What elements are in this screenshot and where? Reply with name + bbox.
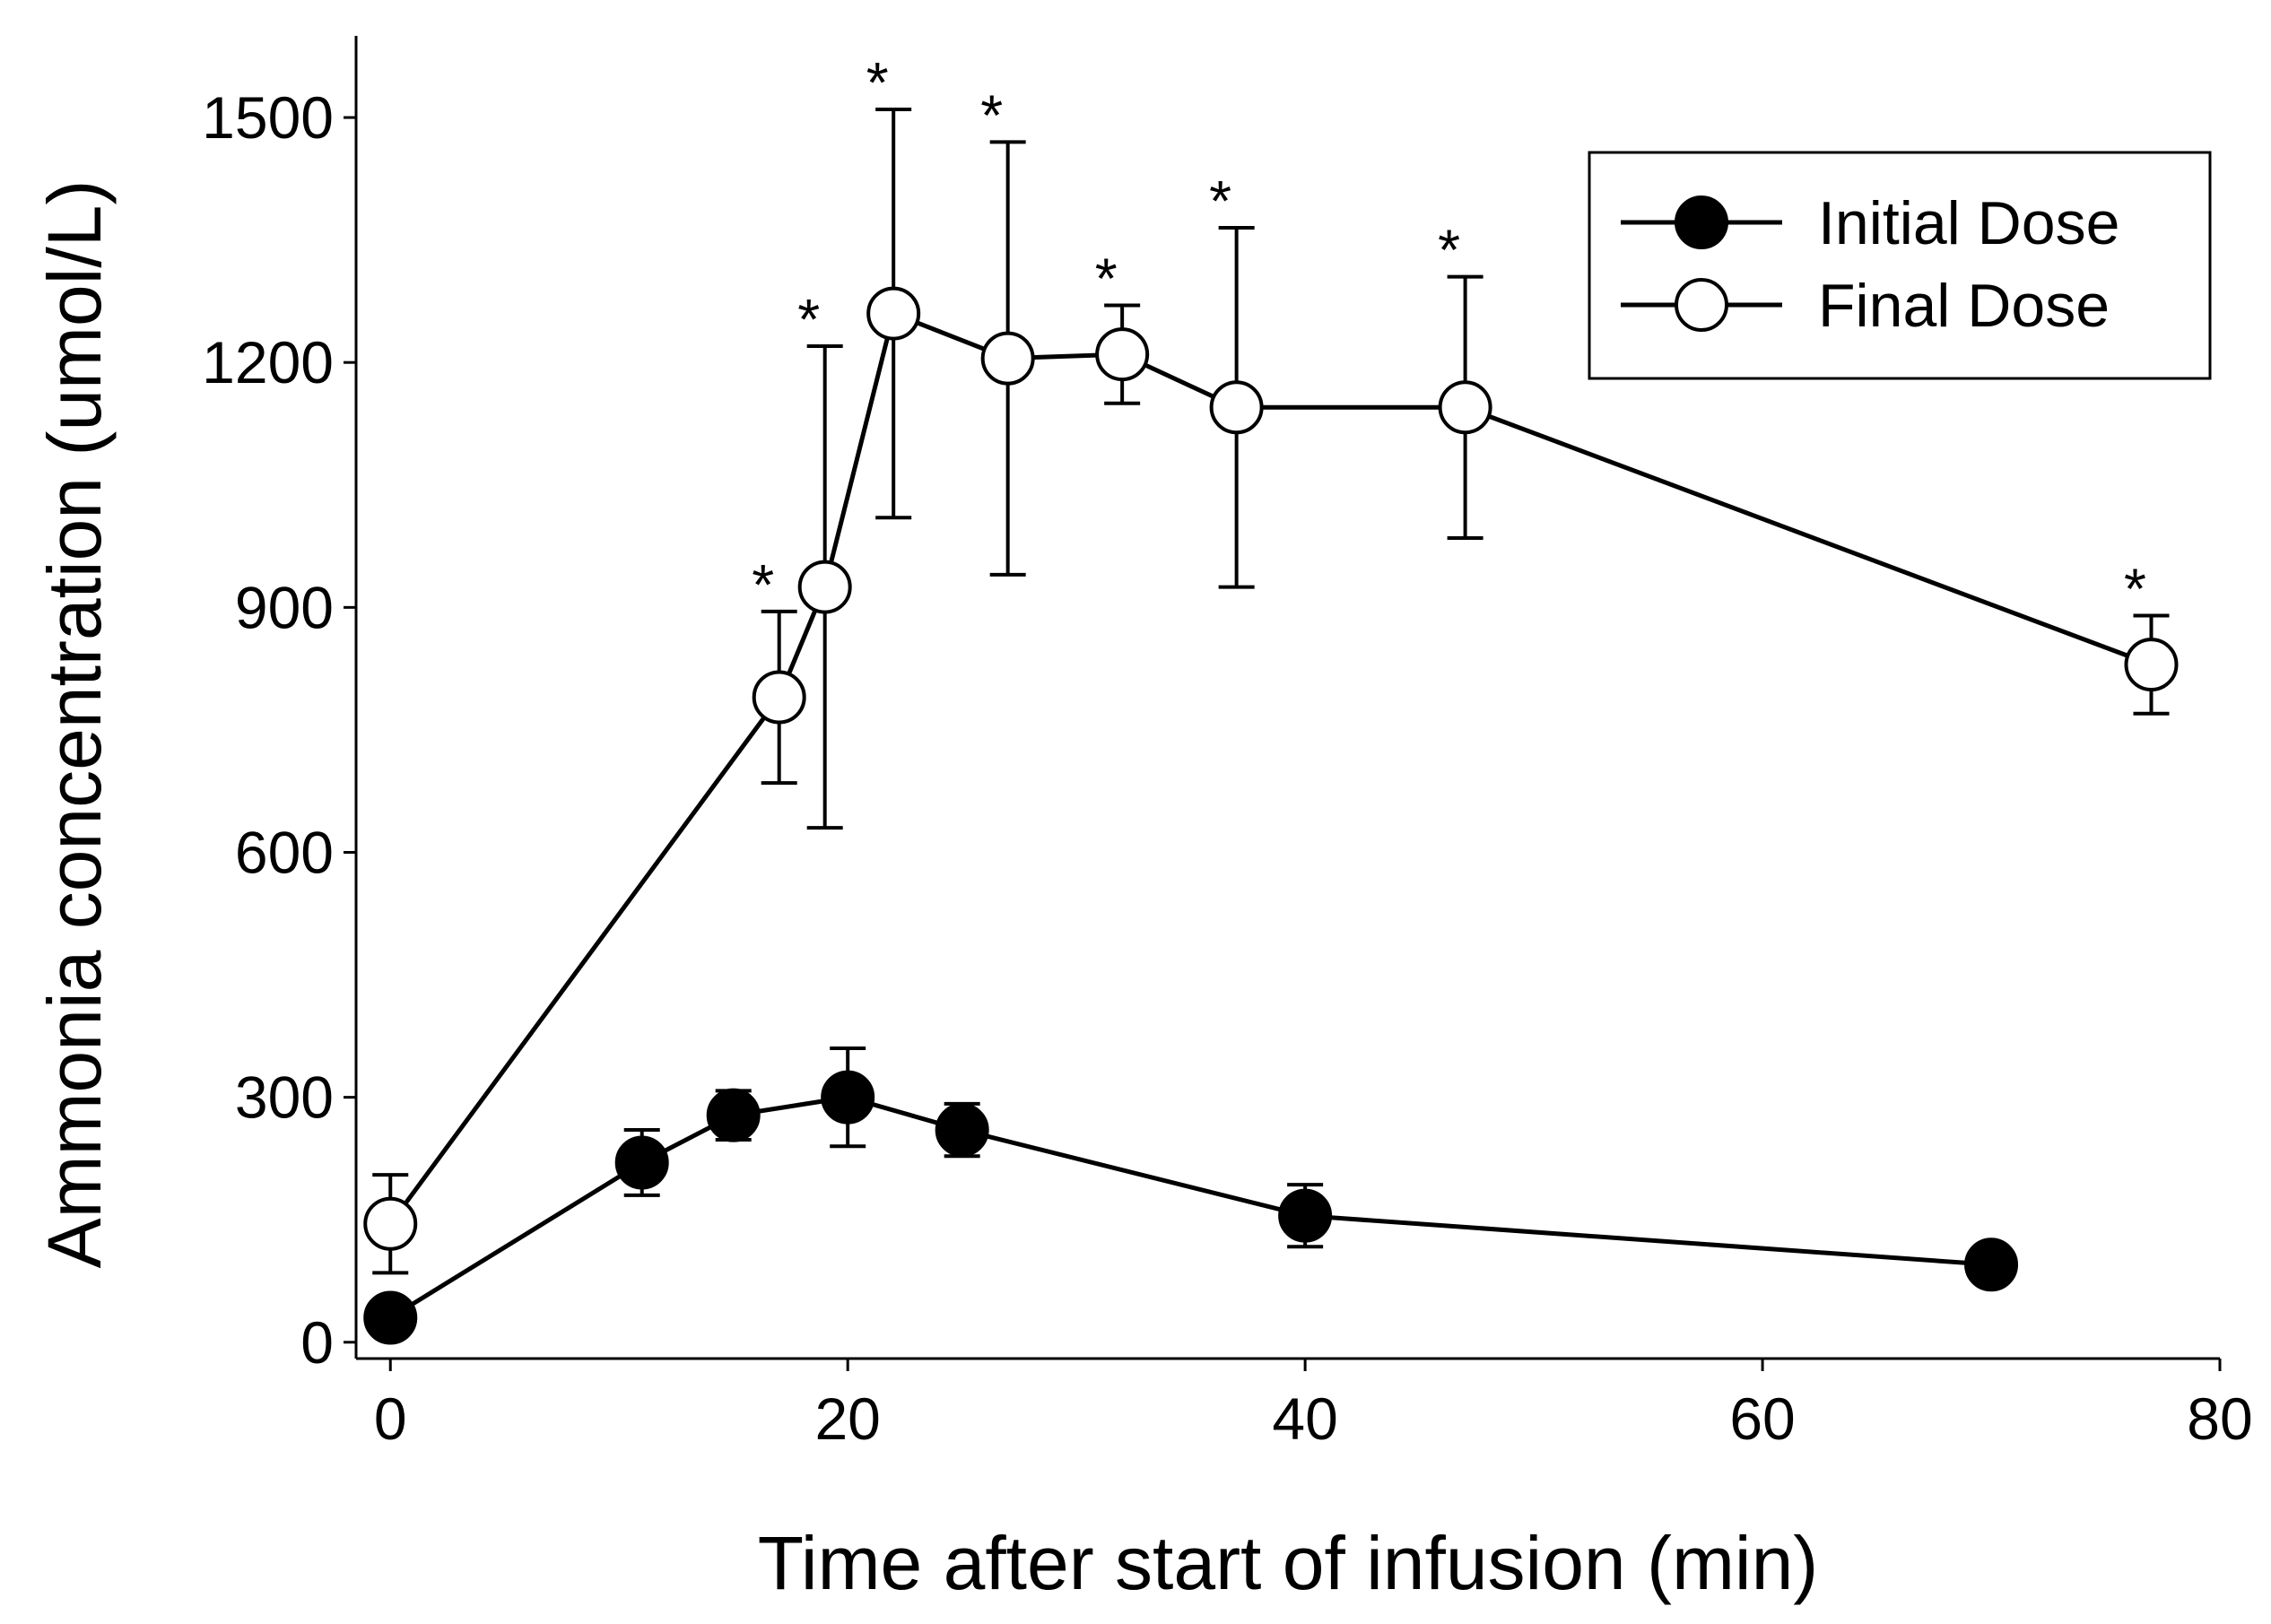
legend-box — [1588, 151, 2212, 380]
y-axis-title: Ammonia concentration (umol/L) — [32, 180, 117, 1269]
data-point-initial-dose — [706, 1088, 761, 1142]
series-markers — [363, 286, 2179, 1345]
data-point-final-dose — [2124, 638, 2179, 692]
legend-label: Initial Dose — [1818, 189, 2119, 257]
data-point-final-dose — [797, 560, 852, 614]
y-tick-label: 900 — [235, 574, 334, 640]
x-tick-label: 60 — [1729, 1385, 1795, 1452]
significance-asterisk: * — [1095, 246, 1118, 310]
data-point-initial-dose — [821, 1070, 875, 1125]
y-tick-label: 300 — [235, 1064, 334, 1131]
data-point-final-dose — [752, 670, 806, 725]
data-point-final-dose — [1095, 327, 1150, 382]
series-line-final-dose — [388, 310, 2153, 1226]
significance-asterisk: * — [797, 287, 820, 352]
x-tick-label: 40 — [1272, 1385, 1337, 1452]
data-point-final-dose — [980, 331, 1035, 386]
significance-asterisk: * — [1438, 218, 1460, 282]
data-point-initial-dose — [363, 1290, 418, 1345]
legend-label: Final Dose — [1818, 272, 2110, 340]
axes: 0 20 40 60 80 0 300 600 900 1200 1500 — [202, 36, 2253, 1452]
data-point-final-dose — [1209, 380, 1264, 435]
data-point-initial-dose — [1964, 1238, 2019, 1292]
significance-asterisk: * — [980, 83, 1003, 147]
significance-markers: * * * * * * * * — [752, 50, 2146, 621]
y-tick-label: 600 — [235, 819, 334, 885]
y-tick-label: 1500 — [202, 84, 334, 151]
x-tick-label: 20 — [814, 1385, 880, 1452]
data-point-initial-dose — [935, 1103, 989, 1158]
significance-asterisk: * — [2124, 556, 2146, 621]
x-tick-label: 80 — [2187, 1385, 2252, 1452]
significance-asterisk: * — [752, 552, 774, 617]
legend-marker-initial-dose — [1675, 195, 1728, 249]
significance-asterisk: * — [866, 50, 889, 115]
legend: Initial Dose Final Dose — [1588, 151, 2212, 380]
data-point-final-dose — [363, 1196, 418, 1251]
x-axis-title: Time after start of infusion (min) — [758, 1521, 1819, 1605]
data-point-initial-dose — [614, 1135, 669, 1190]
legend-marker-final-dose — [1675, 278, 1728, 332]
data-point-final-dose — [1438, 380, 1492, 435]
y-tick-label: 1200 — [202, 329, 334, 395]
y-tick-label: 0 — [300, 1309, 334, 1376]
data-point-initial-dose — [1278, 1188, 1333, 1243]
significance-asterisk: * — [1209, 169, 1231, 233]
x-tick-label: 0 — [374, 1385, 407, 1452]
data-point-final-dose — [866, 286, 921, 341]
